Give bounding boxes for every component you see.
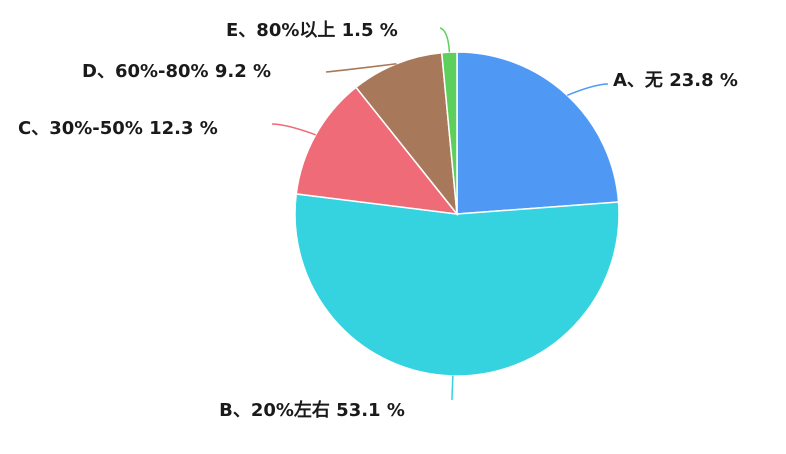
pie-slice-b: [294, 193, 620, 377]
pie-slices: [294, 51, 620, 377]
slice-label-d: D、60%-80% 9.2 %: [82, 61, 271, 82]
leader-line-e: [439, 27, 451, 53]
slice-label-e: E、80%以上 1.5 %: [226, 20, 398, 41]
leader-line-c: [271, 123, 316, 136]
slice-label-a: A、无 23.8 %: [613, 70, 738, 91]
slice-label-c: C、30%-50% 12.3 %: [18, 118, 218, 139]
leader-line-b: [451, 375, 454, 401]
leader-line-d: [325, 63, 397, 73]
leader-lines: [271, 27, 609, 401]
slice-labels: A、无 23.8 % B、20%左右 53.1 % C、30%-50% 12.3 %…: [18, 20, 738, 421]
leader-line-a: [566, 83, 609, 96]
pie-slice-a: [456, 51, 620, 215]
slice-label-b: B、20%左右 53.1 %: [219, 399, 405, 421]
